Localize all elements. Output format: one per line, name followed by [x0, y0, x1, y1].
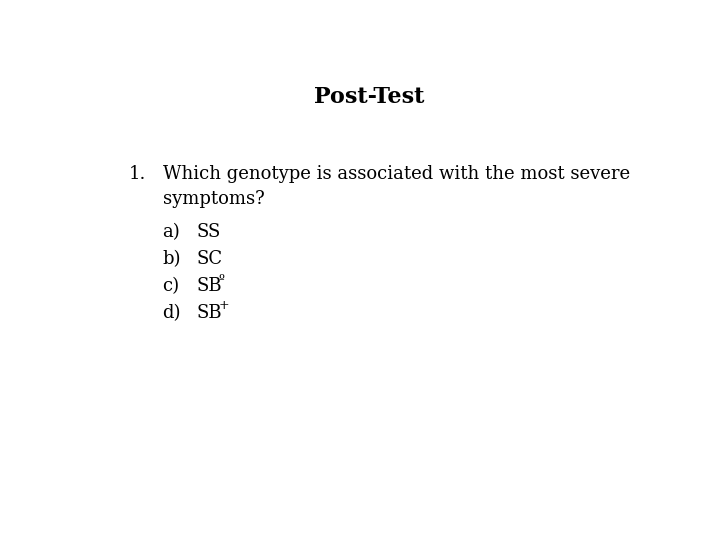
Text: d): d) — [163, 304, 181, 322]
Text: SS: SS — [196, 223, 220, 241]
Text: SB: SB — [196, 304, 222, 322]
Text: º: º — [218, 272, 225, 285]
Text: SC: SC — [196, 250, 222, 268]
Text: 1.: 1. — [129, 165, 146, 183]
Text: a): a) — [163, 223, 180, 241]
Text: Post-Test: Post-Test — [314, 85, 424, 107]
Text: Which genotype is associated with the most severe: Which genotype is associated with the mo… — [163, 165, 630, 183]
Text: SB: SB — [196, 277, 222, 295]
Text: b): b) — [163, 250, 181, 268]
Text: symptoms?: symptoms? — [163, 190, 264, 207]
Text: c): c) — [163, 277, 180, 295]
Text: +: + — [218, 299, 229, 312]
